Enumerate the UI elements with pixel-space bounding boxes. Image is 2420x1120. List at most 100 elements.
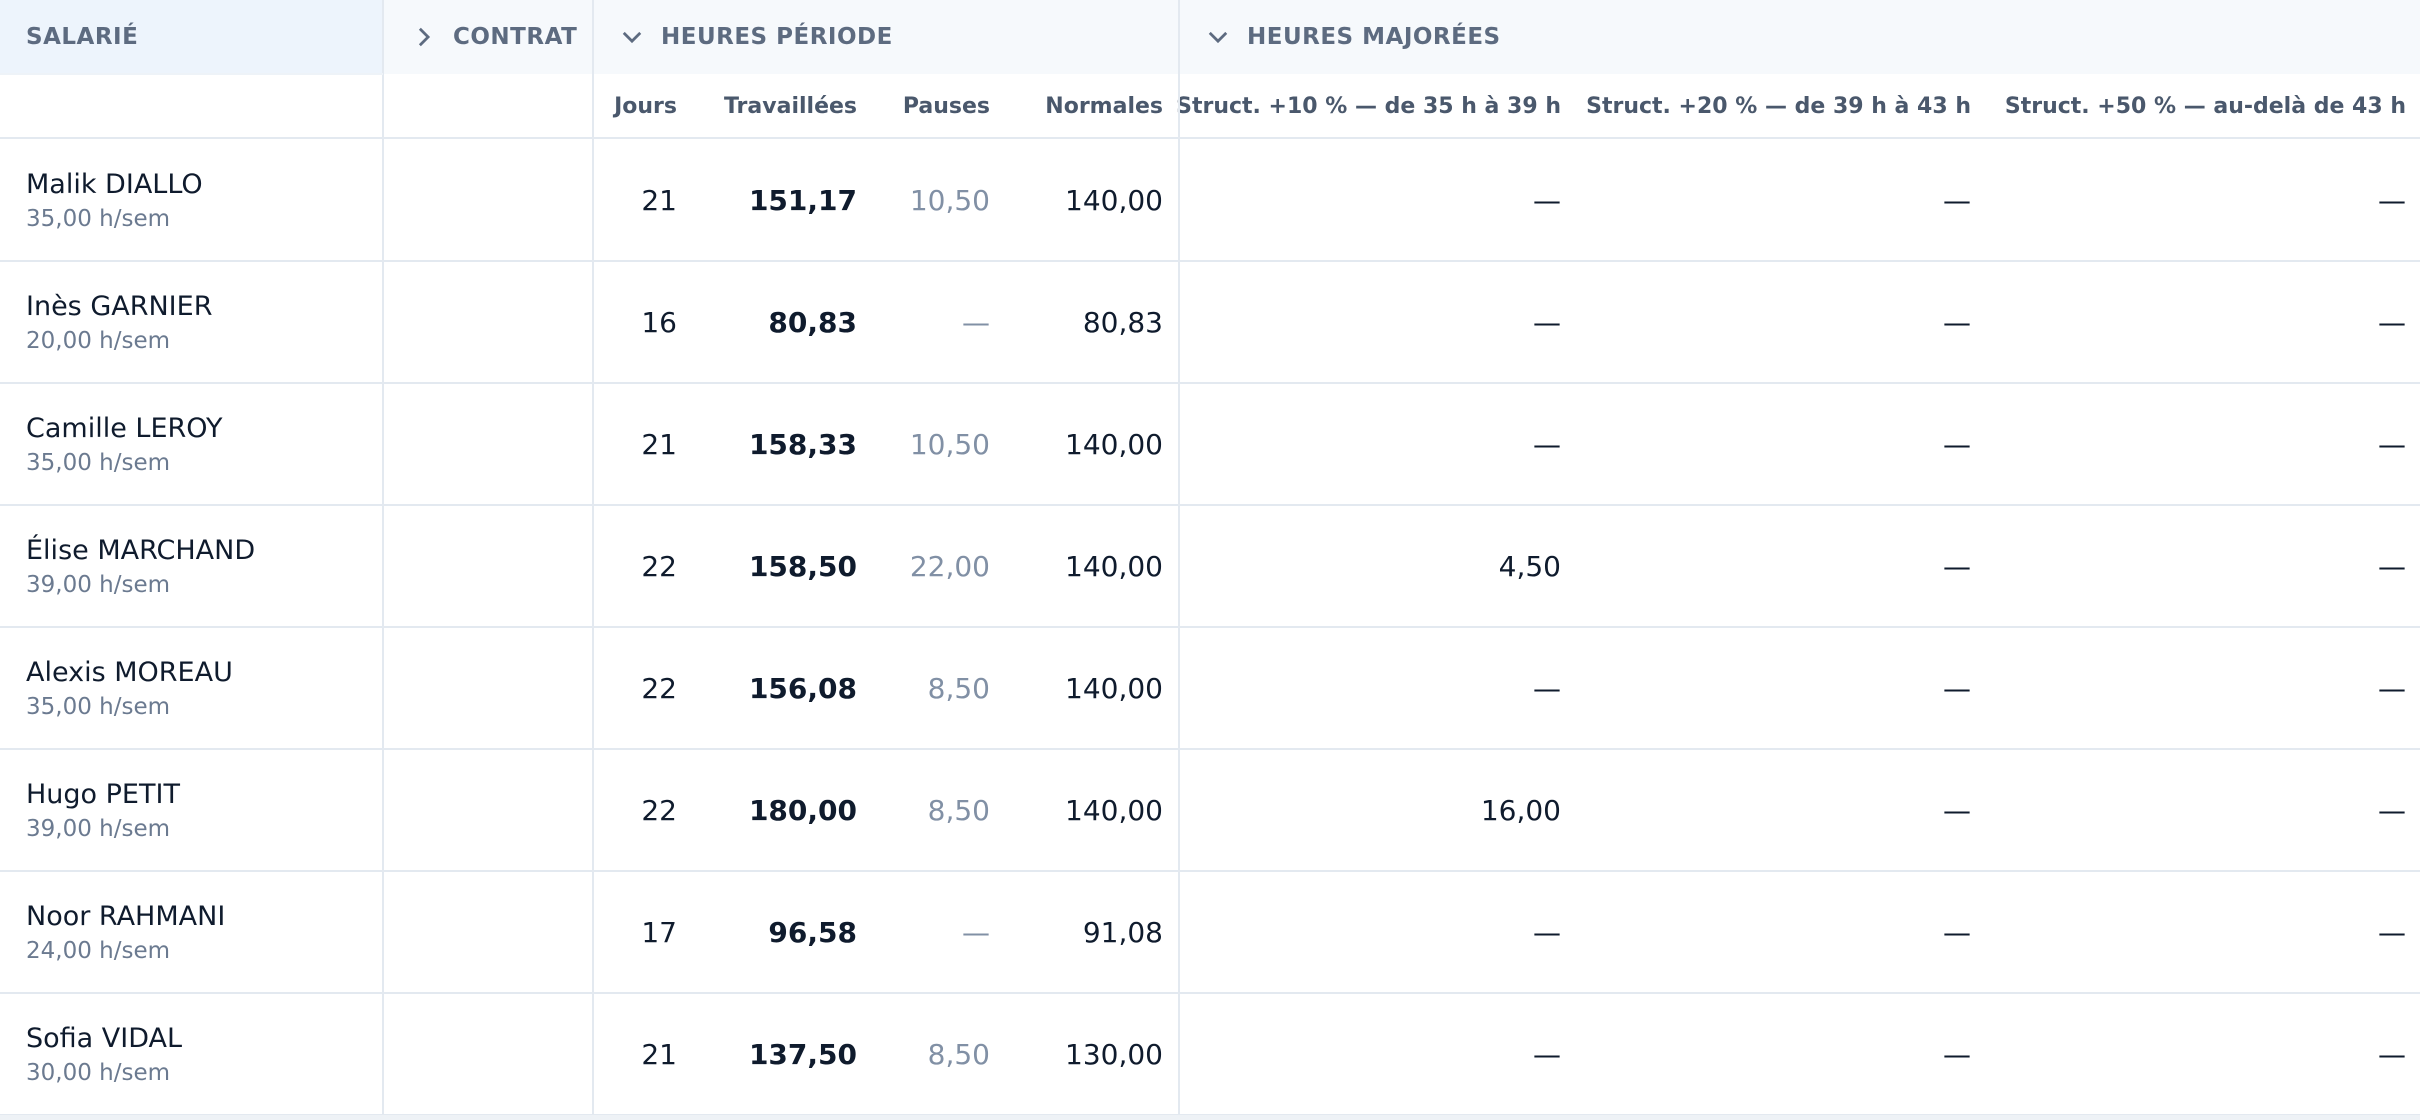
bottom-border [0,1115,2420,1120]
value-cell: 22,00 [909,549,990,583]
value-cell: — [962,305,990,339]
row-divider [0,992,2420,994]
value-cell: 22 [641,549,677,583]
value-cell: 158,33 [748,427,857,461]
value-cell: — [1943,305,1971,339]
value-cell: — [1943,671,1971,705]
value-cell: — [962,915,990,949]
value-cell: 10,50 [909,183,990,217]
employee-name: Noor RAHMANI [26,900,226,932]
employee-cell: Hugo PETIT 39,00 h/sem [0,749,383,871]
column-header: Struct. +10 % — de 35 h à 39 h [1176,94,1561,119]
value-cell: — [2378,793,2406,827]
group-header[interactable]: SALARIÉ [0,0,383,74]
header-bg [0,0,2420,74]
contract-hours: 24,00 h/sem [26,937,171,964]
value-cell: 140,00 [1065,183,1163,217]
contract-hours: 35,00 h/sem [26,205,171,232]
value-cell: 80,83 [1082,305,1163,339]
value-cell: 137,50 [748,1037,857,1071]
chevron-down [622,31,642,44]
value-cell: 130,00 [1065,1037,1163,1071]
value-cell: 4,50 [1498,549,1561,583]
chevron-right [418,27,431,47]
column-header: Travaillées [723,94,857,119]
row-divider [0,870,2420,872]
value-cell: 140,00 [1065,427,1163,461]
employee-cell: Malik DIALLO 35,00 h/sem [0,139,383,261]
employee-name: Élise MARCHAND [26,534,256,566]
value-cell: 8,50 [927,1037,990,1071]
value-cell: 80,83 [768,305,857,339]
employee-cell: Camille LEROY 35,00 h/sem [0,383,383,505]
value-cell: 16,00 [1480,793,1561,827]
employee-name: Malik DIALLO [26,168,203,200]
value-cell: — [1533,1037,1561,1071]
employee-cell: Élise MARCHAND 39,00 h/sem [0,505,383,627]
value-cell: — [2378,671,2406,705]
divider [0,73,383,75]
value-cell: 140,00 [1065,549,1163,583]
value-cell: — [1943,183,1971,217]
column-divider [382,0,384,1115]
value-cell: — [2378,1037,2406,1071]
value-cell: 140,00 [1065,793,1163,827]
group-label: SALARIÉ [26,24,139,50]
row-divider [0,260,2420,262]
employee-name: Inès GARNIER [26,290,213,322]
group-label: CONTRAT [453,24,578,50]
contract-hours: 39,00 h/sem [26,815,171,842]
employee-cell: Noor RAHMANI 24,00 h/sem [0,871,383,993]
employee-cell: Inès GARNIER 20,00 h/sem [0,261,383,383]
row-divider [0,504,2420,506]
value-cell: — [1943,427,1971,461]
value-cell: — [2378,549,2406,583]
column-header: Struct. +50 % — au-delà de 43 h [2004,94,2406,119]
employee-name: Camille LEROY [26,412,223,444]
value-cell: — [2378,183,2406,217]
value-cell: 8,50 [927,671,990,705]
value-cell: 16 [641,305,677,339]
contract-hours: 35,00 h/sem [26,693,171,720]
divider [0,137,2420,139]
value-cell: 22 [641,793,677,827]
row-divider [0,626,2420,628]
value-cell: — [2378,915,2406,949]
value-cell: 180,00 [748,793,857,827]
group-header[interactable]: HEURES PÉRIODE [593,0,1179,74]
value-cell: — [1943,915,1971,949]
employee-name: Sofia VIDAL [26,1022,183,1054]
value-cell: — [1943,793,1971,827]
contract-hours: 39,00 h/sem [26,571,171,598]
group-header[interactable]: HEURES MAJORÉES [1179,0,2420,74]
employee-name: Alexis MOREAU [26,656,233,688]
value-cell: 156,08 [748,671,857,705]
value-cell: — [1943,549,1971,583]
employee-name: Hugo PETIT [26,778,180,810]
value-cell: — [2378,305,2406,339]
contract-hours: 30,00 h/sem [26,1059,171,1086]
contract-hours: 20,00 h/sem [26,327,171,354]
group-header[interactable]: CONTRAT [383,0,593,74]
value-cell: — [1533,915,1561,949]
value-cell: — [1943,1037,1971,1071]
column-header: Struct. +20 % — de 39 h à 43 h [1586,94,1971,119]
value-cell: 96,58 [768,915,857,949]
value-cell: 8,50 [927,793,990,827]
employee-cell: Sofia VIDAL 30,00 h/sem [0,993,383,1115]
column-header: Pauses [902,94,990,119]
row-divider [0,382,2420,384]
value-cell: 151,17 [748,183,857,217]
value-cell: 21 [641,183,677,217]
value-cell: — [1533,427,1561,461]
value-cell: — [1533,183,1561,217]
row-divider [0,748,2420,750]
value-cell: 140,00 [1065,671,1163,705]
value-cell: — [2378,427,2406,461]
value-cell: 17 [641,915,677,949]
column-header: Jours [614,94,677,119]
value-cell: 10,50 [909,427,990,461]
value-cell: 22 [641,671,677,705]
